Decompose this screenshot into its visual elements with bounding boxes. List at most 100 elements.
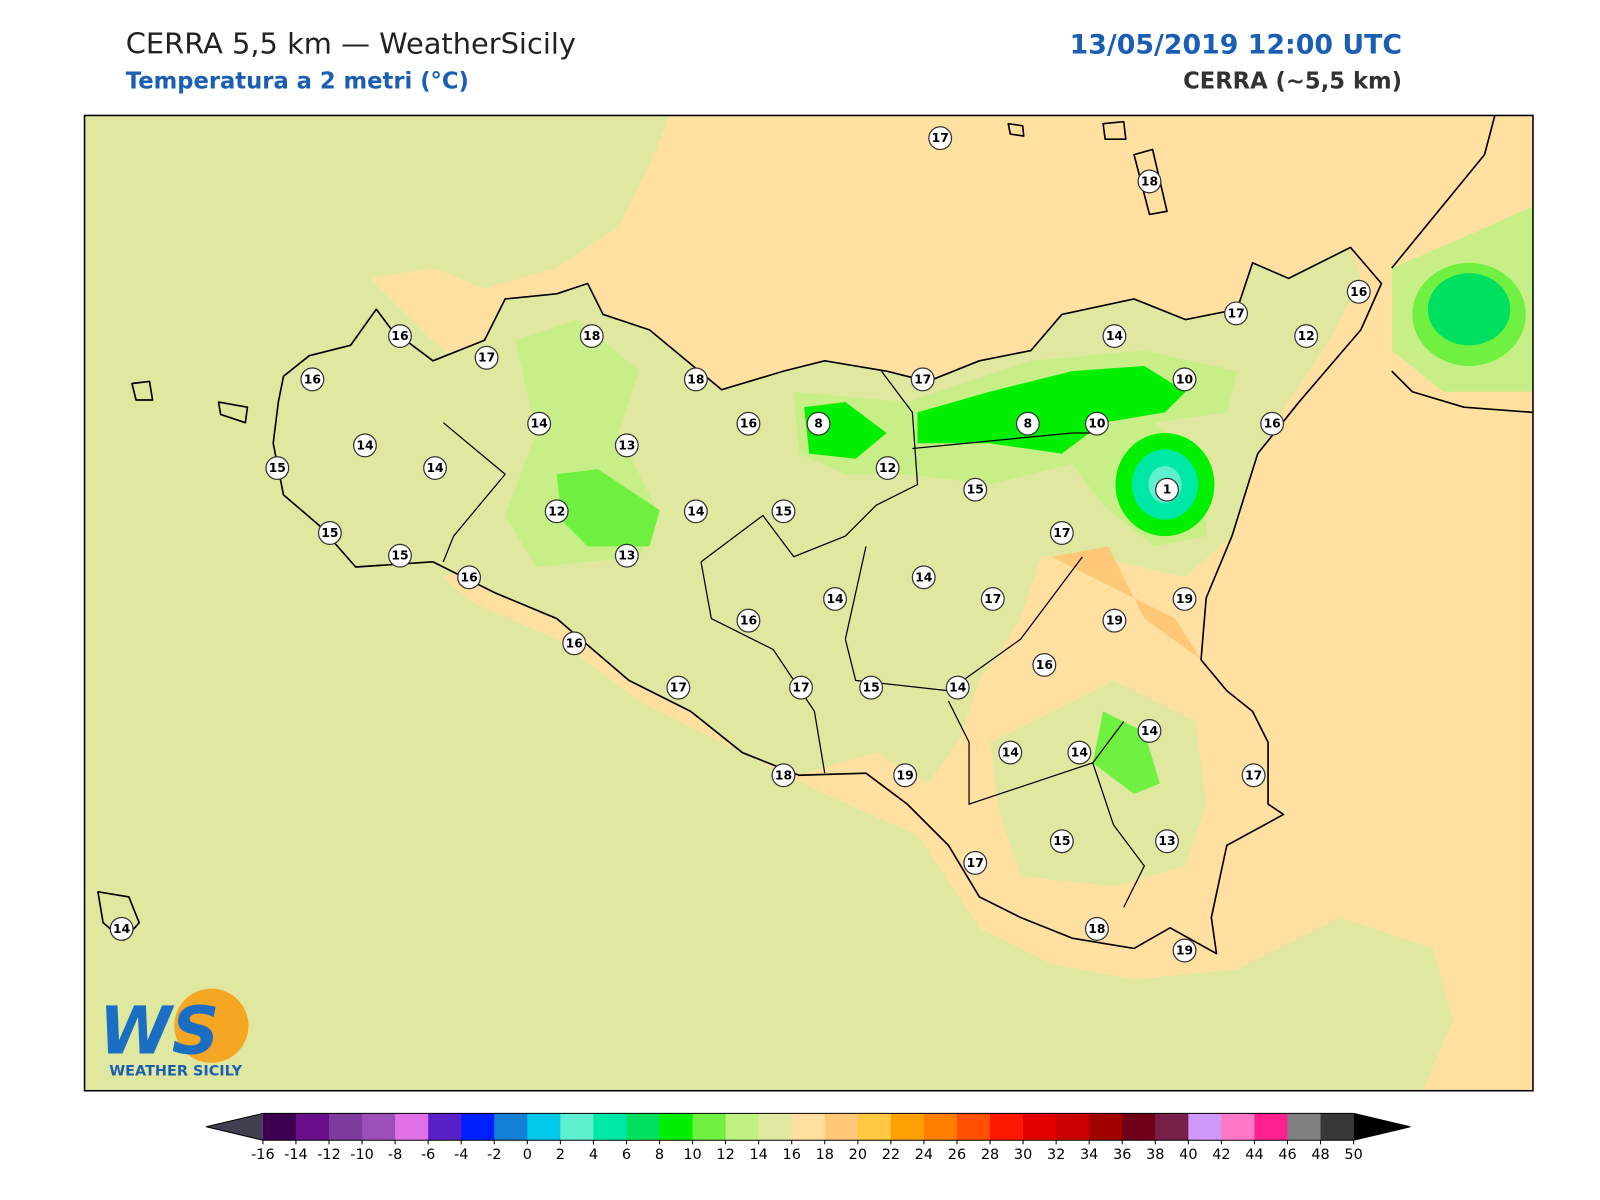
station-value: 17 [670,681,687,695]
station-value: 14 [531,417,549,431]
station-marker [388,543,412,568]
colorbar-box [428,1113,462,1141]
station-value: 16 [304,372,321,386]
station-marker [1032,652,1057,677]
station-value: 8 [814,417,823,431]
station-value: 16 [1264,417,1281,431]
stations: 17 18 16 16 17 18 17 14 12 16 18 17 10 14 16 8 8 10 16 14 13… [109,126,1371,963]
station-value: 10 [1176,372,1194,386]
station-value: 13 [618,438,635,452]
station-value: 14 [826,592,844,606]
colorbar-box [1188,1113,1222,1141]
colorbar-tick-label: 4 [589,1147,598,1163]
station-marker [980,587,1005,611]
colorbar-tick-label: 0 [523,1147,532,1163]
station-value: 18 [583,329,600,343]
station-value: 16 [740,417,757,431]
station-value: 17 [914,372,931,386]
colorbar-tick-label: -14 [284,1147,308,1163]
station-marker [1137,169,1162,194]
cold-area [1427,273,1511,346]
station-marker [300,367,325,392]
colorbar-box [659,1113,694,1141]
station-marker [666,675,691,700]
station-marker [352,433,377,458]
station-marker [806,411,831,436]
station-value: 16 [740,614,757,628]
colorbar-tick-label: 26 [948,1147,966,1163]
station-value: 16 [391,329,408,343]
colorbar-tick-label: 16 [783,1147,801,1163]
station-marker [1155,829,1179,854]
station-marker [474,345,499,370]
station-marker [1102,608,1127,633]
station-marker [1084,916,1109,941]
station-marker [1294,324,1319,349]
station-marker [1155,477,1179,502]
colorbar-tick-label: 14 [749,1147,767,1163]
station-marker [875,456,900,480]
station-value: 14 [1071,746,1089,760]
colorbar-box [824,1113,859,1141]
station-value: 14 [426,461,444,475]
logo-name: WEATHER SICILY [109,1063,242,1079]
colorbar-box [593,1113,627,1141]
station-marker [945,675,970,700]
station-value: 18 [1088,922,1105,936]
station-value: 8 [1024,417,1033,431]
station-marker [423,456,448,480]
station-value: 16 [566,636,583,650]
station-marker [1260,411,1285,436]
colorbar-tick-label: 34 [1080,1147,1098,1163]
colorbar-box [1122,1113,1156,1141]
station-value: 15 [863,681,880,695]
colorbar-tick-label: 8 [655,1147,664,1163]
station-value: 16 [460,570,477,584]
colorbar-tick-label: 22 [882,1147,900,1163]
station-value: 12 [548,504,565,518]
colorbar-tick-label: -12 [317,1147,341,1163]
colorbar-tick-label: -16 [251,1147,275,1163]
colorbar-box [725,1113,760,1141]
colorbar-box [1056,1113,1090,1141]
colorbar-tick-label: 32 [1047,1147,1065,1163]
logo: WS WEATHER SICILY [99,988,249,1079]
station-marker [771,763,796,788]
colorbar-over [1353,1113,1411,1141]
colorbar-tick-label: 10 [683,1147,701,1163]
colorbar-tick-label: 40 [1179,1147,1197,1163]
station-value: 14 [915,570,933,584]
colorbar-tick-label: 6 [622,1147,631,1163]
station-value: 17 [967,856,984,870]
colorbar-box [857,1113,892,1141]
station-value: 17 [984,592,1001,606]
colorbar-tick-label: 36 [1113,1147,1131,1163]
colorbar-tick-label: 50 [1344,1147,1362,1163]
station-value: 17 [1245,768,1262,782]
colorbar-tick-label: 46 [1278,1147,1296,1163]
map-frame [83,114,1534,1092]
station-marker [1241,763,1266,788]
station-marker [859,675,884,700]
colorbar-box [262,1113,297,1141]
station-value: 17 [1227,306,1244,320]
colorbar-box [1221,1113,1255,1141]
station-marker [736,411,761,436]
logo-mark: WS [99,993,219,1070]
station-value: 19 [897,768,914,782]
station-marker [544,499,569,524]
colorbar-under [206,1113,263,1141]
station-value: 18 [1141,174,1158,188]
colorbar-tick-label: 48 [1311,1147,1329,1163]
colorbar-box [362,1113,396,1141]
colorbar-box [990,1113,1024,1141]
station-value: 15 [269,461,286,475]
station-marker [1172,587,1197,611]
station-marker [614,433,639,458]
station-value: 13 [618,549,635,563]
station-value: 19 [1176,592,1193,606]
station-value: 18 [687,372,704,386]
colorbar-box [923,1113,958,1141]
colorbar-tick-label: -8 [388,1147,402,1163]
coastline [272,246,1383,955]
